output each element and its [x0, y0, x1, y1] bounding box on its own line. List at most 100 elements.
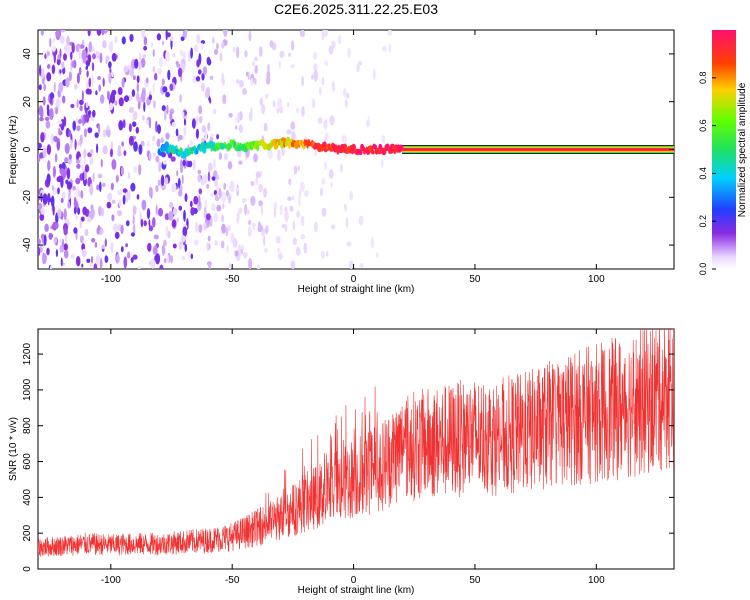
- spectrogram-noise-cell: [111, 159, 117, 170]
- spectrogram-noise-cell: [227, 225, 232, 232]
- spectrogram-noise-cell: [75, 256, 81, 267]
- spectrogram-noise-cell: [252, 224, 255, 231]
- spectrogram-noise-cell: [290, 64, 295, 69]
- spectrogram-noise-cell: [247, 71, 250, 80]
- spectrogram-noise-cell: [84, 128, 87, 138]
- spectrogram-noise-cell: [183, 118, 187, 126]
- spectrogram-noise-cell: [75, 159, 80, 164]
- spectrogram-noise-cell: [96, 143, 99, 154]
- spectrogram-noise-cell: [111, 71, 114, 78]
- spectrogram-noise-cell: [388, 43, 391, 53]
- spectrogram-x-label: Height of straight line (km): [298, 284, 415, 295]
- spectrogram-noise-cell: [101, 30, 105, 36]
- spectrogram-noise-cell: [63, 243, 68, 251]
- spectrogram-noise-cell: [128, 106, 134, 114]
- spectrogram-noise-cell: [66, 167, 71, 180]
- spectrogram-signal-cell: [256, 143, 260, 152]
- spectrogram-noise-cell: [110, 182, 114, 191]
- spectrogram-noise-cell: [152, 49, 155, 58]
- spectrogram-noise-cell: [71, 60, 75, 68]
- spectrogram-noise-cell: [201, 82, 205, 92]
- spectrogram-noise-cell: [218, 152, 222, 161]
- spectrogram-noise-cell: [120, 166, 124, 176]
- spectrogram-noise-cell: [321, 177, 326, 185]
- spectrogram-noise-cell: [73, 83, 78, 90]
- spectrogram-noise-cell: [287, 52, 292, 57]
- spectrogram-noise-cell: [102, 129, 107, 138]
- spectrogram-noise-cell: [62, 191, 66, 200]
- spectrogram-noise-cell: [167, 230, 171, 239]
- spectrogram-noise-cell: [324, 61, 329, 67]
- spectrogram-noise-cell: [92, 109, 96, 118]
- spectrogram-noise-cell: [80, 190, 84, 199]
- snr-y-tick-label: 1200: [22, 343, 33, 366]
- spectrogram-noise-cell: [207, 122, 211, 131]
- spectrogram-noise-cell: [44, 53, 47, 59]
- spectrogram-noise-cell: [171, 219, 177, 228]
- spectrogram-noise-cell: [202, 66, 207, 76]
- spectrogram-noise-cell: [242, 88, 247, 95]
- spectrogram-noise-cell: [158, 56, 163, 68]
- snr-x-label: Height of straight line (km): [298, 585, 415, 596]
- spectrogram-noise-cell: [147, 140, 150, 148]
- spectrogram-noise-cell: [228, 196, 231, 204]
- spectrogram-noise-cell: [126, 220, 130, 227]
- spectrogram-noise-cell: [207, 171, 211, 182]
- spectrogram-noise-cell: [145, 77, 149, 84]
- spectrogram-noise-cell: [195, 128, 199, 139]
- spectrogram-noise-cell: [97, 173, 103, 179]
- spectrogram-noise-cell: [95, 254, 100, 266]
- spectrogram-noise-cell: [176, 217, 180, 223]
- spectrogram-noise-cell: [63, 227, 68, 236]
- spectrogram-noise-cell: [42, 253, 47, 264]
- spectrogram-noise-cell: [225, 189, 229, 197]
- spectrogram-noise-cell: [235, 187, 239, 192]
- spectrogram-noise-cell: [220, 240, 225, 249]
- spectrogram-noise-cell: [78, 67, 82, 76]
- spectrogram-noise-cell: [94, 132, 99, 138]
- spectrogram-noise-cell: [166, 254, 169, 264]
- spectrogram-noise-cell: [172, 243, 177, 249]
- spectrogram-noise-cell: [61, 162, 66, 170]
- spectrogram-noise-cell: [241, 198, 247, 203]
- spectrogram-noise-cell: [269, 40, 274, 48]
- spectrogram-noise-cell: [267, 149, 273, 160]
- spectrogram-noise-cell: [156, 33, 162, 41]
- spectrogram-noise-cell: [250, 195, 256, 206]
- spectrogram-noise-cell: [349, 191, 353, 201]
- spectrogram-noise-cell: [163, 109, 167, 121]
- spectrogram-noise-cell: [162, 160, 167, 165]
- spectrogram-band-layer: [402, 148, 674, 151]
- spectrogram-noise-cell: [126, 251, 131, 259]
- spectrogram-noise-cell: [123, 95, 130, 102]
- spectrogram-noise-cell: [125, 191, 129, 203]
- spectrogram-noise-cell: [113, 223, 118, 233]
- spectrogram-noise-cell: [123, 65, 129, 73]
- colorbar-tick-label: 0.4: [698, 167, 708, 180]
- spectrogram-noise-cell: [321, 207, 327, 217]
- spectrogram-noise-cell: [130, 257, 134, 263]
- spectrogram-noise-cell: [314, 151, 318, 157]
- spectrogram-noise-cell: [203, 222, 207, 231]
- spectrogram-noise-cell: [292, 237, 297, 245]
- spectrogram-noise-cell: [254, 77, 257, 85]
- spectrogram-noise-cell: [255, 176, 259, 186]
- spectrogram-noise-cell: [169, 201, 174, 209]
- spectrogram-noise-cell: [51, 185, 54, 191]
- spectrogram-noise-cell: [64, 45, 68, 51]
- spectrogram-noise-cell: [153, 234, 159, 240]
- spectrogram-noise-cell: [198, 116, 203, 124]
- spectrogram-noise-cell: [79, 134, 83, 144]
- spectrogram-noise-cell: [54, 222, 59, 229]
- spectrogram-noise-cell: [156, 138, 161, 148]
- spectrogram-noise-cell: [130, 232, 135, 237]
- spectrogram-noise-cell: [261, 103, 266, 115]
- spectrogram-noise-cell: [39, 213, 45, 221]
- spectrogram-noise-cell: [244, 50, 248, 58]
- spectrogram-noise-cell: [57, 120, 63, 125]
- spectrogram-noise-cell: [55, 249, 59, 258]
- spectrogram-noise-cell: [88, 77, 92, 88]
- spectrogram-noise-cell: [59, 69, 62, 74]
- spectrogram-noise-cell: [292, 220, 295, 231]
- spectrogram-noise-cell: [345, 217, 349, 229]
